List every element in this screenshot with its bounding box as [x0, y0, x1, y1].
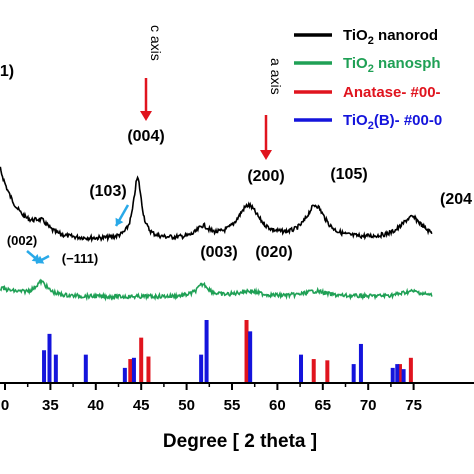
x-tick-label: 35 — [42, 397, 59, 414]
tio2b-bar — [299, 354, 304, 383]
legend: TiO2 nanorod TiO2 nanosph Anatase- #00- TiO… — [294, 27, 442, 132]
tio2b-bar — [122, 367, 127, 383]
x-tick-label: 75 — [405, 397, 422, 414]
tio2b-bar — [199, 354, 204, 383]
peak-label: (204 — [440, 191, 472, 208]
tio2b-bar — [401, 369, 406, 383]
x-tick-label: 0 — [1, 397, 9, 414]
tio2b-bar — [83, 354, 88, 383]
peak-label: (004) — [127, 128, 164, 145]
anatase-bar — [146, 356, 151, 383]
arrow-103-head — [115, 217, 124, 226]
peak-label: (103) — [89, 183, 126, 200]
x-axis-title: Degree [ 2 theta ] — [163, 431, 317, 452]
c-axis-arrowhead — [140, 111, 152, 121]
legend-entry-label: Anatase- #00- — [343, 84, 441, 101]
tio2b-bar — [351, 364, 356, 383]
tio2b-bar — [248, 331, 253, 383]
anatase-bar — [128, 359, 133, 383]
legend-entry-label: TiO2(B)- #00-0 — [343, 112, 442, 132]
a-axis-arrowhead — [260, 150, 272, 160]
tio2b-bar — [131, 357, 136, 383]
series-nanorod-line — [0, 166, 433, 243]
tio2b-bar — [395, 364, 400, 383]
x-tick-label: 40 — [87, 397, 104, 414]
anatase-bar — [408, 357, 413, 383]
tio2b-bar — [390, 367, 395, 383]
tio2b-bar — [204, 320, 209, 383]
legend-entry-label: TiO2 nanorod — [343, 27, 438, 47]
peak-label: (002) — [7, 233, 37, 248]
a-axis-annotation: a axis — [268, 58, 284, 95]
series-nanosphere-line — [0, 278, 433, 302]
peak-label: (003) — [200, 244, 237, 261]
x-tick-label: 60 — [269, 397, 286, 414]
x-tick-label: 70 — [360, 397, 377, 414]
anatase-bar — [311, 359, 316, 383]
peak-label: (105) — [330, 166, 367, 183]
anatase-bar — [139, 337, 144, 383]
x-tick-label: 50 — [178, 397, 195, 414]
tio2b-bar — [53, 354, 58, 383]
c-axis-annotation: c axis — [148, 25, 164, 61]
peak-label: 1) — [0, 63, 14, 80]
peak-labels: (004) (200) (105) (204 (103) (002) (−111) (003)… — [0, 25, 472, 266]
peak-label: (200) — [247, 168, 284, 185]
anatase-bar — [244, 320, 249, 383]
peak-label: (−111) — [62, 251, 99, 266]
anatase-bar — [397, 364, 402, 383]
tio2b-bar — [358, 343, 363, 383]
reference-bars — [42, 320, 413, 383]
anatase-bar — [325, 360, 330, 383]
x-tick-label: 65 — [314, 397, 331, 414]
plot-area — [0, 166, 433, 302]
x-tick-label: 45 — [133, 397, 150, 414]
x-axis: 0 35 40 45 50 55 60 65 70 75 — [0, 382, 474, 414]
tio2b-bar — [47, 333, 52, 383]
legend-entry-label: TiO2 nanosph — [343, 55, 441, 75]
peak-label: (020) — [255, 244, 292, 261]
x-tick-label: 55 — [224, 397, 241, 414]
arrow-111-left-head — [36, 255, 45, 264]
tio2b-bar — [42, 350, 47, 383]
